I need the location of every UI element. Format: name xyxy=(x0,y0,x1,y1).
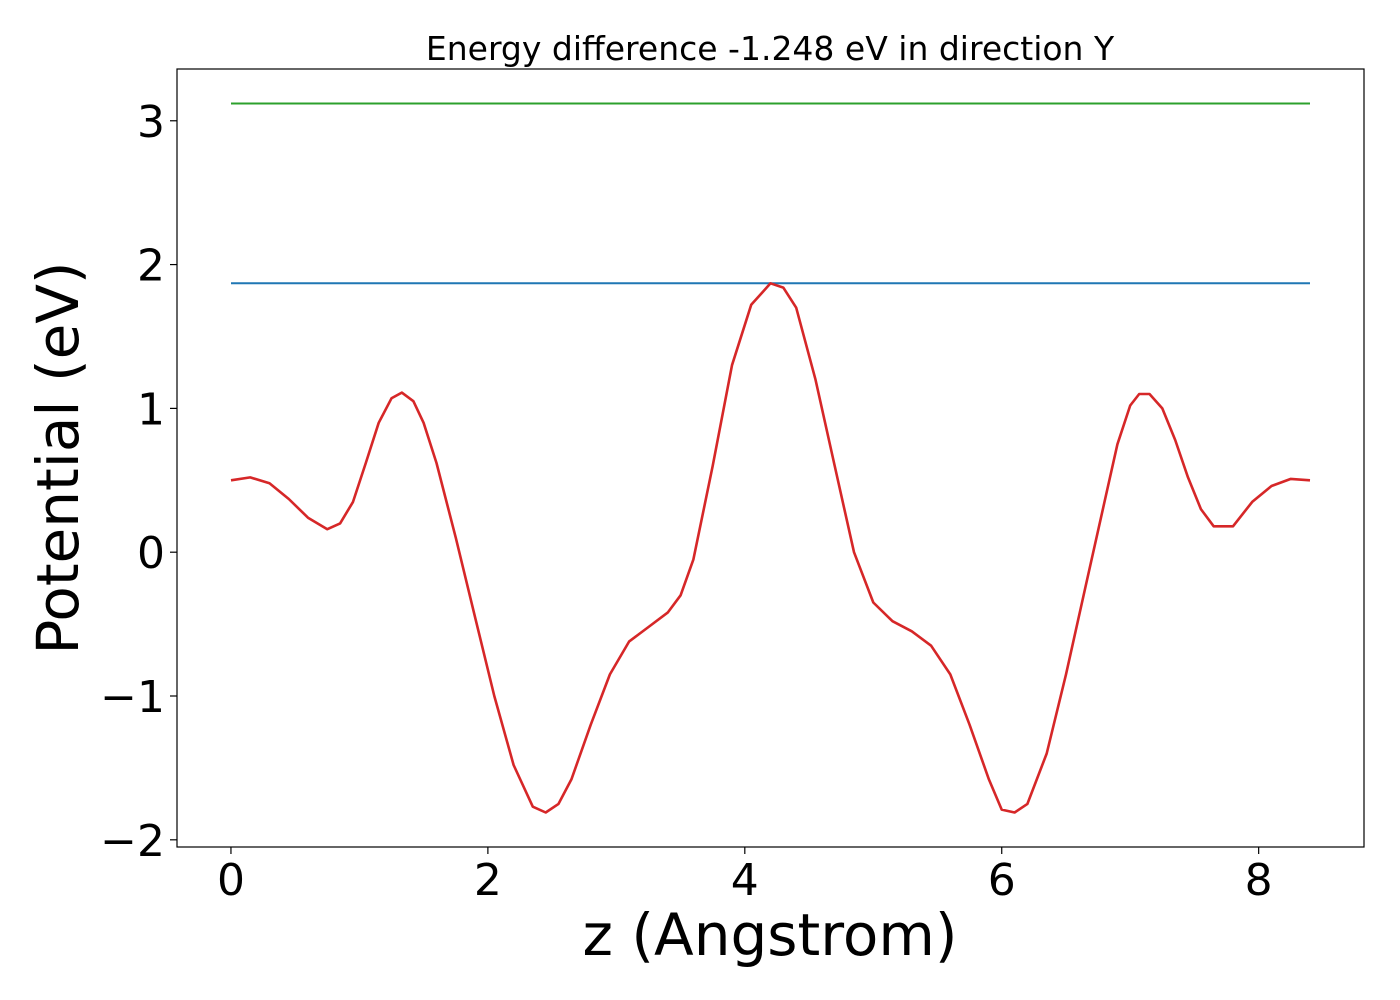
y-axis-label: Potential (eV) xyxy=(24,261,92,654)
x-tick-label: 0 xyxy=(217,855,245,906)
x-axis-label: z (Angstrom) xyxy=(583,901,958,969)
series-line-2 xyxy=(230,281,1311,814)
x-axis: 0 2 4 6 8 xyxy=(217,847,1273,906)
y-tick-label: −1 xyxy=(100,672,165,723)
x-tick-label: 8 xyxy=(1245,855,1273,906)
y-tick-label: 3 xyxy=(137,97,165,148)
y-tick-label: 0 xyxy=(137,528,165,579)
y-tick-label: −2 xyxy=(100,816,165,867)
axes-frame xyxy=(176,68,1365,848)
y-axis: −2 −1 0 1 2 3 xyxy=(100,97,177,867)
x-tick-label: 6 xyxy=(988,855,1016,906)
x-tick-label: 2 xyxy=(474,855,502,906)
y-tick-label: 1 xyxy=(137,384,165,435)
plot-area xyxy=(230,102,1311,814)
x-tick-label: 4 xyxy=(731,855,759,906)
chart-title: Energy difference -1.248 eV in direction… xyxy=(426,29,1115,68)
y-tick-label: 2 xyxy=(137,241,165,292)
